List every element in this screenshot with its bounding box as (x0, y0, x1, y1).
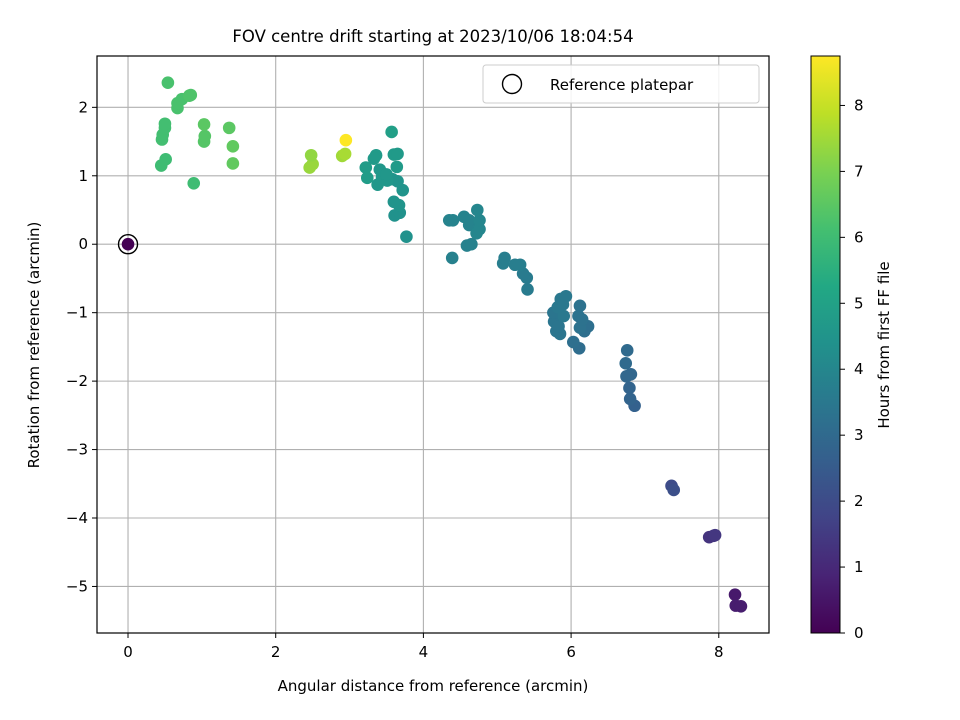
y-axis-label: Rotation from reference (arcmin) (25, 222, 43, 469)
reference-marker (117, 234, 139, 255)
data-point (159, 153, 172, 166)
colorbar-ticks: 0 1 2 3 4 5 6 7 8 (840, 96, 864, 642)
reference-point-fill (121, 237, 135, 251)
data-point (400, 230, 413, 243)
data-point (521, 283, 534, 296)
data-point (445, 251, 459, 265)
reference-point (117, 234, 139, 255)
x-axis-label: Angular distance from reference (arcmin) (278, 677, 589, 695)
data-point (339, 133, 353, 147)
data-point (338, 147, 352, 161)
data-point (619, 357, 633, 370)
y-tick-label: 1 (78, 167, 88, 185)
data-point (623, 392, 637, 406)
y-tick-label: −4 (66, 509, 88, 527)
y-tick-label: −2 (66, 372, 88, 390)
data-point (197, 118, 211, 131)
colorbar-label: Hours from first FF file (875, 261, 893, 428)
data-point (473, 222, 486, 236)
colorbar-tick-label: 4 (854, 360, 864, 378)
plot-frame (96, 55, 770, 634)
data-point (552, 320, 565, 333)
data-point (226, 157, 240, 170)
data-point (667, 483, 681, 497)
data-point (623, 381, 636, 395)
data-point (222, 121, 236, 135)
data-point (573, 299, 587, 313)
data-point (734, 600, 748, 613)
legend-reference-marker (501, 73, 523, 95)
data-point (620, 370, 633, 383)
colorbar-tick-label: 5 (854, 294, 864, 312)
y-tick-label: −1 (66, 304, 88, 322)
x-tick-label: 4 (419, 643, 429, 661)
colorbar-gradient (810, 55, 841, 634)
data-point (575, 313, 589, 326)
data-point (465, 237, 478, 251)
data-point (360, 171, 374, 185)
chart-title: FOV centre drift starting at 2023/10/06 … (232, 27, 633, 46)
grid (97, 56, 769, 633)
legend-reference-label: Reference platepar (550, 76, 694, 94)
data-point (391, 147, 404, 161)
data-point (567, 335, 580, 349)
data-point (385, 125, 398, 139)
x-tick-label: 0 (123, 643, 133, 661)
x-tick-label: 8 (714, 643, 724, 661)
legend: Reference platepar (482, 64, 760, 104)
colorbar: 0 1 2 3 4 5 6 7 8 Hours from first FF file (810, 55, 893, 642)
x-axis-ticks: 0 2 4 6 8 (123, 633, 724, 661)
data-point (559, 289, 573, 303)
x-tick-label: 2 (271, 643, 281, 661)
colorbar-tick-label: 6 (854, 228, 864, 246)
data-point (387, 195, 401, 209)
data-point (390, 160, 404, 174)
y-axis-ticks: 2 1 0 −1 −2 −3 −4 −5 (66, 98, 97, 595)
y-tick-label: 0 (78, 235, 88, 253)
data-point (471, 203, 484, 217)
data-point (184, 88, 198, 102)
data-point (473, 213, 486, 227)
data-point (198, 129, 212, 143)
data-point (446, 213, 460, 227)
data-point (728, 588, 742, 601)
data-point (620, 344, 634, 357)
colorbar-tick-label: 8 (854, 96, 864, 114)
data-point (304, 148, 318, 162)
data-point (557, 309, 571, 323)
y-tick-label: −3 (66, 441, 88, 459)
colorbar-tick-label: 2 (854, 492, 864, 510)
data-points (154, 76, 748, 613)
data-point (371, 178, 384, 191)
colorbar-tick-label: 7 (854, 162, 864, 180)
legend-box (482, 64, 760, 104)
y-tick-label: −5 (66, 577, 88, 595)
data-point (158, 117, 172, 131)
data-point (161, 76, 175, 89)
data-point (708, 528, 722, 542)
data-point (508, 258, 522, 272)
data-point (498, 251, 511, 265)
data-point (367, 152, 381, 165)
data-point (359, 161, 373, 174)
y-tick-label: 2 (78, 98, 88, 116)
colorbar-tick-label: 1 (854, 558, 864, 576)
x-tick-label: 6 (566, 643, 576, 661)
data-point (226, 140, 240, 153)
data-point (187, 177, 201, 190)
data-point (380, 168, 393, 181)
data-point (462, 213, 476, 227)
colorbar-tick-label: 3 (854, 426, 864, 444)
colorbar-tick-label: 0 (854, 624, 864, 642)
